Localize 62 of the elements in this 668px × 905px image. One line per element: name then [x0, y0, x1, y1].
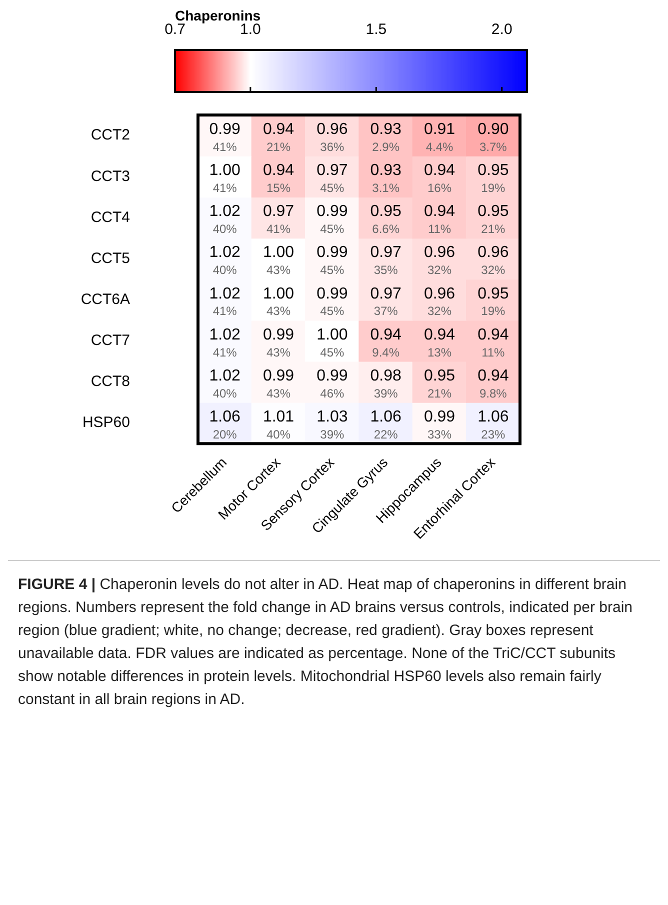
color-bar-title: Chaperonins: [175, 7, 261, 24]
data-label: 0.94 9.8%: [478, 367, 509, 400]
data-label: 1.00 45%: [316, 326, 348, 360]
y-tick-label: CCT4: [90, 208, 130, 226]
data-label: 1.02 40%: [209, 203, 241, 236]
data-label: 0.97 41%: [262, 203, 294, 236]
data-label: 0.95 19%: [478, 285, 509, 318]
data-label: 0.99 41%: [209, 120, 241, 154]
data-label: 0.94 16%: [424, 162, 456, 195]
data-label: 0.96 32%: [424, 244, 456, 278]
data-label: 1.03 39%: [316, 408, 348, 442]
data-label: 0.98 39%: [370, 367, 402, 400]
data-label: 0.96 32%: [424, 285, 456, 318]
data-label: 1.02 41%: [209, 326, 241, 360]
data-label: 0.95 19%: [478, 162, 509, 195]
data-label: 0.99 45%: [316, 285, 348, 318]
color-bar-label: 1.0: [240, 21, 261, 38]
data-label: 0.97 37%: [370, 285, 402, 318]
data-label: 0.96 32%: [478, 244, 509, 278]
data-label: 1.02 40%: [209, 244, 241, 278]
data-label: 1.00 41%: [209, 162, 241, 195]
y-tick-label: CCT2: [90, 126, 130, 144]
data-label: 1.02 40%: [209, 367, 241, 400]
data-label: 0.99 45%: [316, 203, 348, 236]
caption: FIGURE 4 | Chaperonin levels do not alter in AD. Heat map of chaperonins in different brain regions. Numbers represent the fold change in AD brains versus controls, indicated per brain region (blue gradient; white, no change; decrease, red gradient). Gray boxes represent unavailable data. FDR values are indicated as percentage. None of the TriC/CCT subunits show notable differences in protein levels. Mitochondrial HSP60 levels also remain fairly constant in all brain regions in AD.: [18, 576, 632, 708]
data-label: 0.94 11%: [478, 326, 509, 360]
data-label: 1.02 41%: [209, 285, 241, 318]
data-label: 0.99 45%: [316, 244, 348, 278]
color-bar-label: 2.0: [491, 21, 512, 38]
data-label: 0.94 13%: [424, 326, 456, 360]
data-label: 0.94 15%: [262, 162, 294, 195]
data-label: 0.95 21%: [424, 367, 456, 400]
color-bar-label: 1.5: [366, 21, 387, 38]
data-label: 0.99 46%: [316, 367, 348, 400]
y-tick-label: CCT3: [90, 168, 130, 185]
y-tick-label: CCT8: [90, 373, 130, 390]
y-tick-label: HSP60: [82, 414, 130, 432]
data-label: 0.95 21%: [478, 203, 509, 236]
data-label: 1.00 43%: [262, 244, 294, 278]
data-label: 0.99 43%: [262, 367, 294, 400]
data-label: 0.90 3.7%: [478, 120, 509, 154]
data-label: 0.96 36%: [316, 120, 348, 154]
y-tick-label: CCT7: [90, 332, 130, 350]
data-label: 1.06 23%: [478, 408, 509, 442]
data-label: 0.93 3.1%: [370, 162, 402, 195]
data-label: 1.06 22%: [370, 408, 402, 442]
data-label: 0.97 45%: [316, 162, 348, 195]
data-label: 0.95 6.6%: [370, 203, 402, 236]
data-label: 1.06 20%: [209, 408, 241, 442]
color-bar-label: 0.7: [164, 21, 186, 38]
data-label: 0.91 4.4%: [424, 120, 456, 154]
data-label: 0.94 11%: [424, 203, 456, 236]
data-label: 0.97 35%: [370, 244, 402, 278]
data-label: 0.99 43%: [262, 326, 294, 360]
y-tick-label: CCT5: [90, 250, 130, 267]
y-tick-label: CCT6A: [80, 291, 130, 308]
data-label: 0.94 9.4%: [370, 326, 402, 360]
data-label: 0.93 2.9%: [370, 120, 402, 154]
data-label: 1.00 43%: [262, 285, 294, 318]
data-label: 1.01 40%: [262, 408, 294, 442]
data-label: 0.94 21%: [262, 120, 294, 154]
data-label: 0.99 33%: [424, 408, 456, 442]
